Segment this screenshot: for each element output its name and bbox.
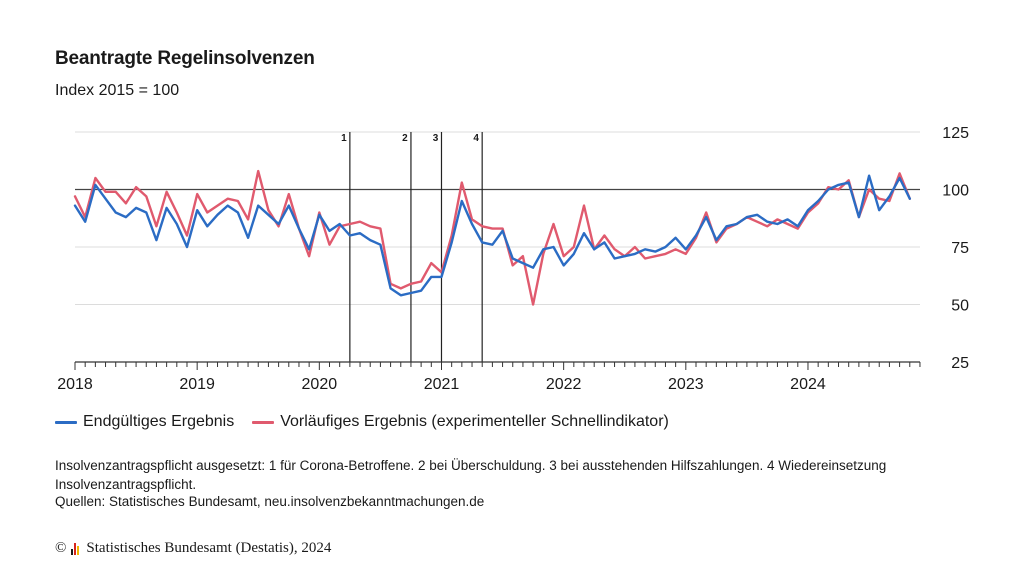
legend-item-preliminary: Vorläufiges Ergebnis (experimenteller Sc… — [252, 413, 669, 431]
series-line-preliminary — [73, 169, 911, 306]
legend-item-final: Endgültiges Ergebnis — [55, 413, 234, 431]
line-chart: 1 2 3 4 25 50 75 100 125 2018 2019 2020 2021 2022 202… — [57, 125, 969, 393]
event-label-1: 1 — [341, 133, 347, 144]
x-tick-label: 2023 — [668, 376, 704, 393]
event-markers: 1 2 3 4 — [341, 132, 483, 362]
x-tick-label: 2020 — [302, 376, 338, 393]
chart-subtitle: Index 2015 = 100 — [55, 82, 180, 99]
y-tick-label: 125 — [942, 125, 969, 142]
legend-swatch-final — [55, 420, 77, 424]
x-tick-label: 2022 — [546, 376, 582, 393]
series-lines — [73, 169, 911, 306]
copyright: © Statistisches Bundesamt (Destatis), 20… — [55, 540, 331, 557]
legend-swatch-preliminary — [252, 420, 275, 424]
y-tick-label: 75 — [951, 240, 969, 257]
y-tick-label: 25 — [951, 355, 969, 372]
event-label-2: 2 — [402, 133, 408, 144]
x-tick-label: 2024 — [790, 376, 826, 393]
x-tick-label: 2018 — [57, 376, 93, 393]
event-label-4: 4 — [473, 133, 479, 144]
legend: Endgültiges Ergebnis Vorläufiges Ergebni… — [55, 413, 687, 431]
footnote: Insolvenzantragspflicht ausgesetzt: 1 fü… — [55, 458, 887, 492]
chart-title: Beantragte Regelinsolvenzen — [55, 48, 315, 69]
copyright-text: Statistisches Bundesamt (Destatis), 2024 — [86, 540, 332, 556]
series-line-final — [73, 174, 911, 297]
x-tick-label: 2019 — [179, 376, 215, 393]
x-tick-label: 2021 — [424, 376, 460, 393]
y-tick-label: 100 — [942, 183, 969, 200]
legend-label-final: Endgültiges Ergebnis — [83, 413, 235, 430]
copyright-symbol: © — [55, 540, 67, 556]
event-label-3: 3 — [433, 133, 439, 144]
source-note: Quellen: Statistisches Bundesamt, neu.in… — [55, 494, 485, 509]
destatis-logo-icon — [71, 542, 80, 555]
y-tick-label: 50 — [951, 298, 969, 315]
grid-lines — [75, 131, 920, 363]
legend-label-preliminary: Vorläufiges Ergebnis (experimenteller Sc… — [280, 413, 669, 430]
axes: 25 50 75 100 125 2018 2019 2020 2021 2022 2023 2024 — [57, 125, 969, 393]
